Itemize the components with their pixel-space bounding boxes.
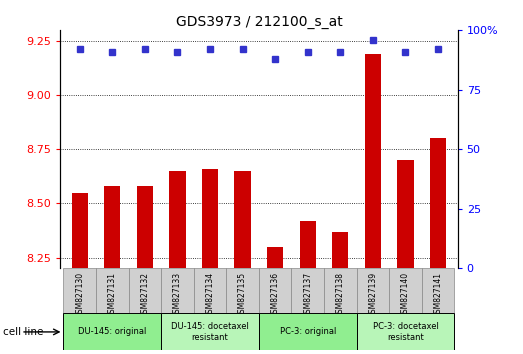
Bar — [357, 313, 454, 350]
Bar — [161, 313, 259, 350]
Bar — [63, 268, 96, 313]
Bar — [104, 186, 120, 268]
Bar — [226, 268, 259, 313]
Text: GSM827135: GSM827135 — [238, 272, 247, 318]
Text: GSM827130: GSM827130 — [75, 272, 84, 318]
Text: GSM827138: GSM827138 — [336, 272, 345, 318]
Text: GSM827141: GSM827141 — [434, 272, 442, 318]
Bar — [389, 268, 422, 313]
Bar — [365, 54, 381, 268]
Bar — [430, 138, 446, 268]
Text: GSM827136: GSM827136 — [271, 272, 280, 318]
Text: GSM827132: GSM827132 — [140, 272, 150, 318]
Text: GSM827140: GSM827140 — [401, 272, 410, 318]
Text: PC-3: docetaxel
resistant: PC-3: docetaxel resistant — [372, 322, 438, 342]
Bar — [169, 171, 186, 268]
Text: DU-145: original: DU-145: original — [78, 327, 146, 336]
Bar — [129, 268, 161, 313]
Text: PC-3: original: PC-3: original — [280, 327, 336, 336]
Text: GSM827133: GSM827133 — [173, 272, 182, 318]
Text: GSM827139: GSM827139 — [368, 272, 378, 318]
Title: GDS3973 / 212100_s_at: GDS3973 / 212100_s_at — [176, 15, 342, 29]
Bar — [137, 186, 153, 268]
Bar — [234, 171, 251, 268]
Text: GSM827131: GSM827131 — [108, 272, 117, 318]
Bar — [63, 313, 161, 350]
Bar — [96, 268, 129, 313]
Bar — [259, 268, 291, 313]
Bar — [202, 169, 218, 268]
Bar — [332, 232, 348, 268]
Text: cell line: cell line — [3, 327, 43, 337]
Bar — [422, 268, 454, 313]
Bar — [161, 268, 194, 313]
Bar — [194, 268, 226, 313]
Bar — [357, 268, 389, 313]
Bar — [324, 268, 357, 313]
Text: DU-145: docetaxel
resistant: DU-145: docetaxel resistant — [171, 322, 249, 342]
Bar — [397, 160, 414, 268]
Bar — [267, 247, 283, 268]
Bar — [72, 193, 88, 268]
Bar — [300, 221, 316, 268]
Bar — [291, 268, 324, 313]
Bar — [259, 313, 357, 350]
Text: GSM827134: GSM827134 — [206, 272, 214, 318]
Text: GSM827137: GSM827137 — [303, 272, 312, 318]
